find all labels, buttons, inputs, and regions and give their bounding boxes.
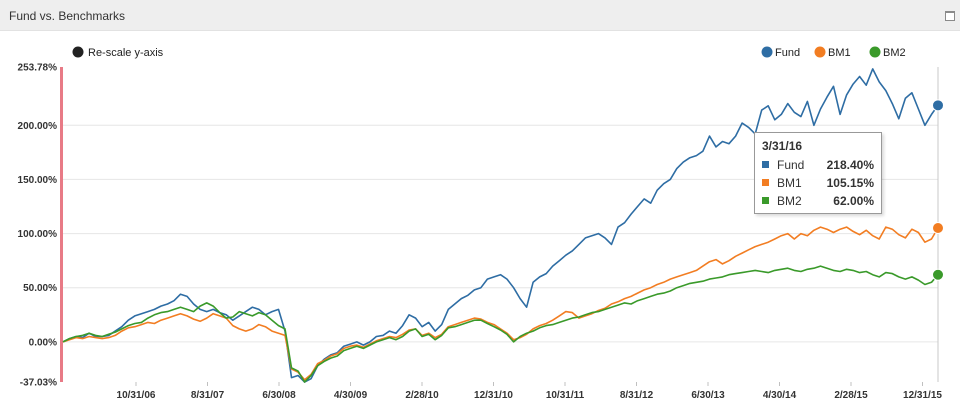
tooltip-series-name: BM2 bbox=[777, 194, 802, 208]
series-endpoint-fund bbox=[932, 99, 944, 112]
y-axis-line bbox=[60, 67, 63, 382]
x-tick-label: 6/30/13 bbox=[691, 390, 725, 401]
tooltip-date: 3/31/16 bbox=[762, 139, 803, 153]
tooltip-row-bm1: BM1 105.15% bbox=[762, 176, 876, 190]
legend-item-bm2[interactable]: BM2 bbox=[869, 46, 906, 60]
rescale-toggle-icon bbox=[72, 46, 84, 58]
x-tick-label: 12/31/10 bbox=[474, 390, 513, 401]
y-axis: 253.78% 200.00% 150.00% 100.00% 50.00% 0.00% -… bbox=[18, 63, 58, 389]
series-endpoint-bm2 bbox=[932, 268, 944, 281]
x-tick-label: 8/31/07 bbox=[191, 390, 225, 401]
x-tick-label: 10/31/11 bbox=[546, 390, 585, 401]
rescale-toggle-label: Re-scale y-axis bbox=[88, 47, 164, 59]
tooltip-series-name: BM1 bbox=[777, 176, 802, 190]
legend-marker-icon bbox=[761, 46, 773, 58]
series-lines bbox=[62, 68, 939, 383]
series-endpoints bbox=[932, 99, 944, 281]
legend: Fund BM1 BM2 bbox=[761, 46, 906, 60]
bm1-swatch-icon bbox=[762, 179, 769, 186]
series-line-bm2 bbox=[62, 265, 939, 383]
maximize-icon[interactable] bbox=[945, 11, 955, 21]
legend-label: Fund bbox=[775, 47, 800, 59]
rescale-toggle[interactable]: Re-scale y-axis bbox=[72, 46, 164, 60]
tooltip-row-bm2: BM2 62.00% bbox=[762, 194, 876, 208]
panel-header: Fund vs. Benchmarks bbox=[0, 0, 960, 31]
y-tick-label: 150.00% bbox=[18, 175, 58, 186]
x-tick-label: 2/28/10 bbox=[405, 390, 439, 401]
legend-marker-icon bbox=[869, 46, 881, 58]
x-tick-label: 10/31/06 bbox=[117, 390, 156, 401]
y-tick-label: 200.00% bbox=[18, 121, 58, 132]
tooltip: 3/31/16 Fund 218.40% BM1 105.15% BM2 62.… bbox=[754, 132, 882, 214]
tooltip-series-value: 62.00% bbox=[833, 194, 874, 208]
y-tick-label: 50.00% bbox=[23, 283, 57, 294]
y-tick-label: 253.78% bbox=[18, 63, 58, 74]
tooltip-row-fund: Fund 218.40% bbox=[762, 158, 876, 172]
tooltip-series-value: 218.40% bbox=[826, 158, 874, 172]
legend-marker-icon bbox=[814, 46, 826, 58]
x-tick-label: 8/31/12 bbox=[620, 390, 654, 401]
bm2-swatch-icon bbox=[762, 197, 769, 204]
legend-item-bm1[interactable]: BM1 bbox=[814, 46, 851, 60]
y-tick-label: 100.00% bbox=[18, 229, 58, 240]
tooltip-series-name: Fund bbox=[777, 158, 805, 172]
legend-label: BM1 bbox=[828, 47, 851, 59]
x-tick-label: 12/31/15 bbox=[903, 390, 942, 401]
legend-label: BM2 bbox=[883, 47, 906, 59]
y-tick-label: -37.03% bbox=[20, 378, 57, 389]
series-line-fund bbox=[62, 68, 939, 383]
panel-title: Fund vs. Benchmarks bbox=[9, 9, 126, 23]
x-tick-label: 6/30/08 bbox=[262, 390, 296, 401]
x-axis: 10/31/06 8/31/07 6/30/08 4/30/09 2/28/10 12/3… bbox=[117, 382, 942, 401]
legend-item-fund[interactable]: Fund bbox=[761, 46, 801, 60]
tooltip-series-value: 105.15% bbox=[826, 176, 874, 190]
x-tick-label: 4/30/14 bbox=[763, 390, 797, 401]
series-endpoint-bm1 bbox=[932, 221, 944, 234]
x-tick-label: 2/28/15 bbox=[834, 390, 868, 401]
y-tick-label: 0.00% bbox=[29, 337, 57, 348]
series-line-bm1 bbox=[62, 226, 939, 381]
fund-swatch-icon bbox=[762, 161, 769, 168]
x-tick-label: 4/30/09 bbox=[334, 390, 368, 401]
